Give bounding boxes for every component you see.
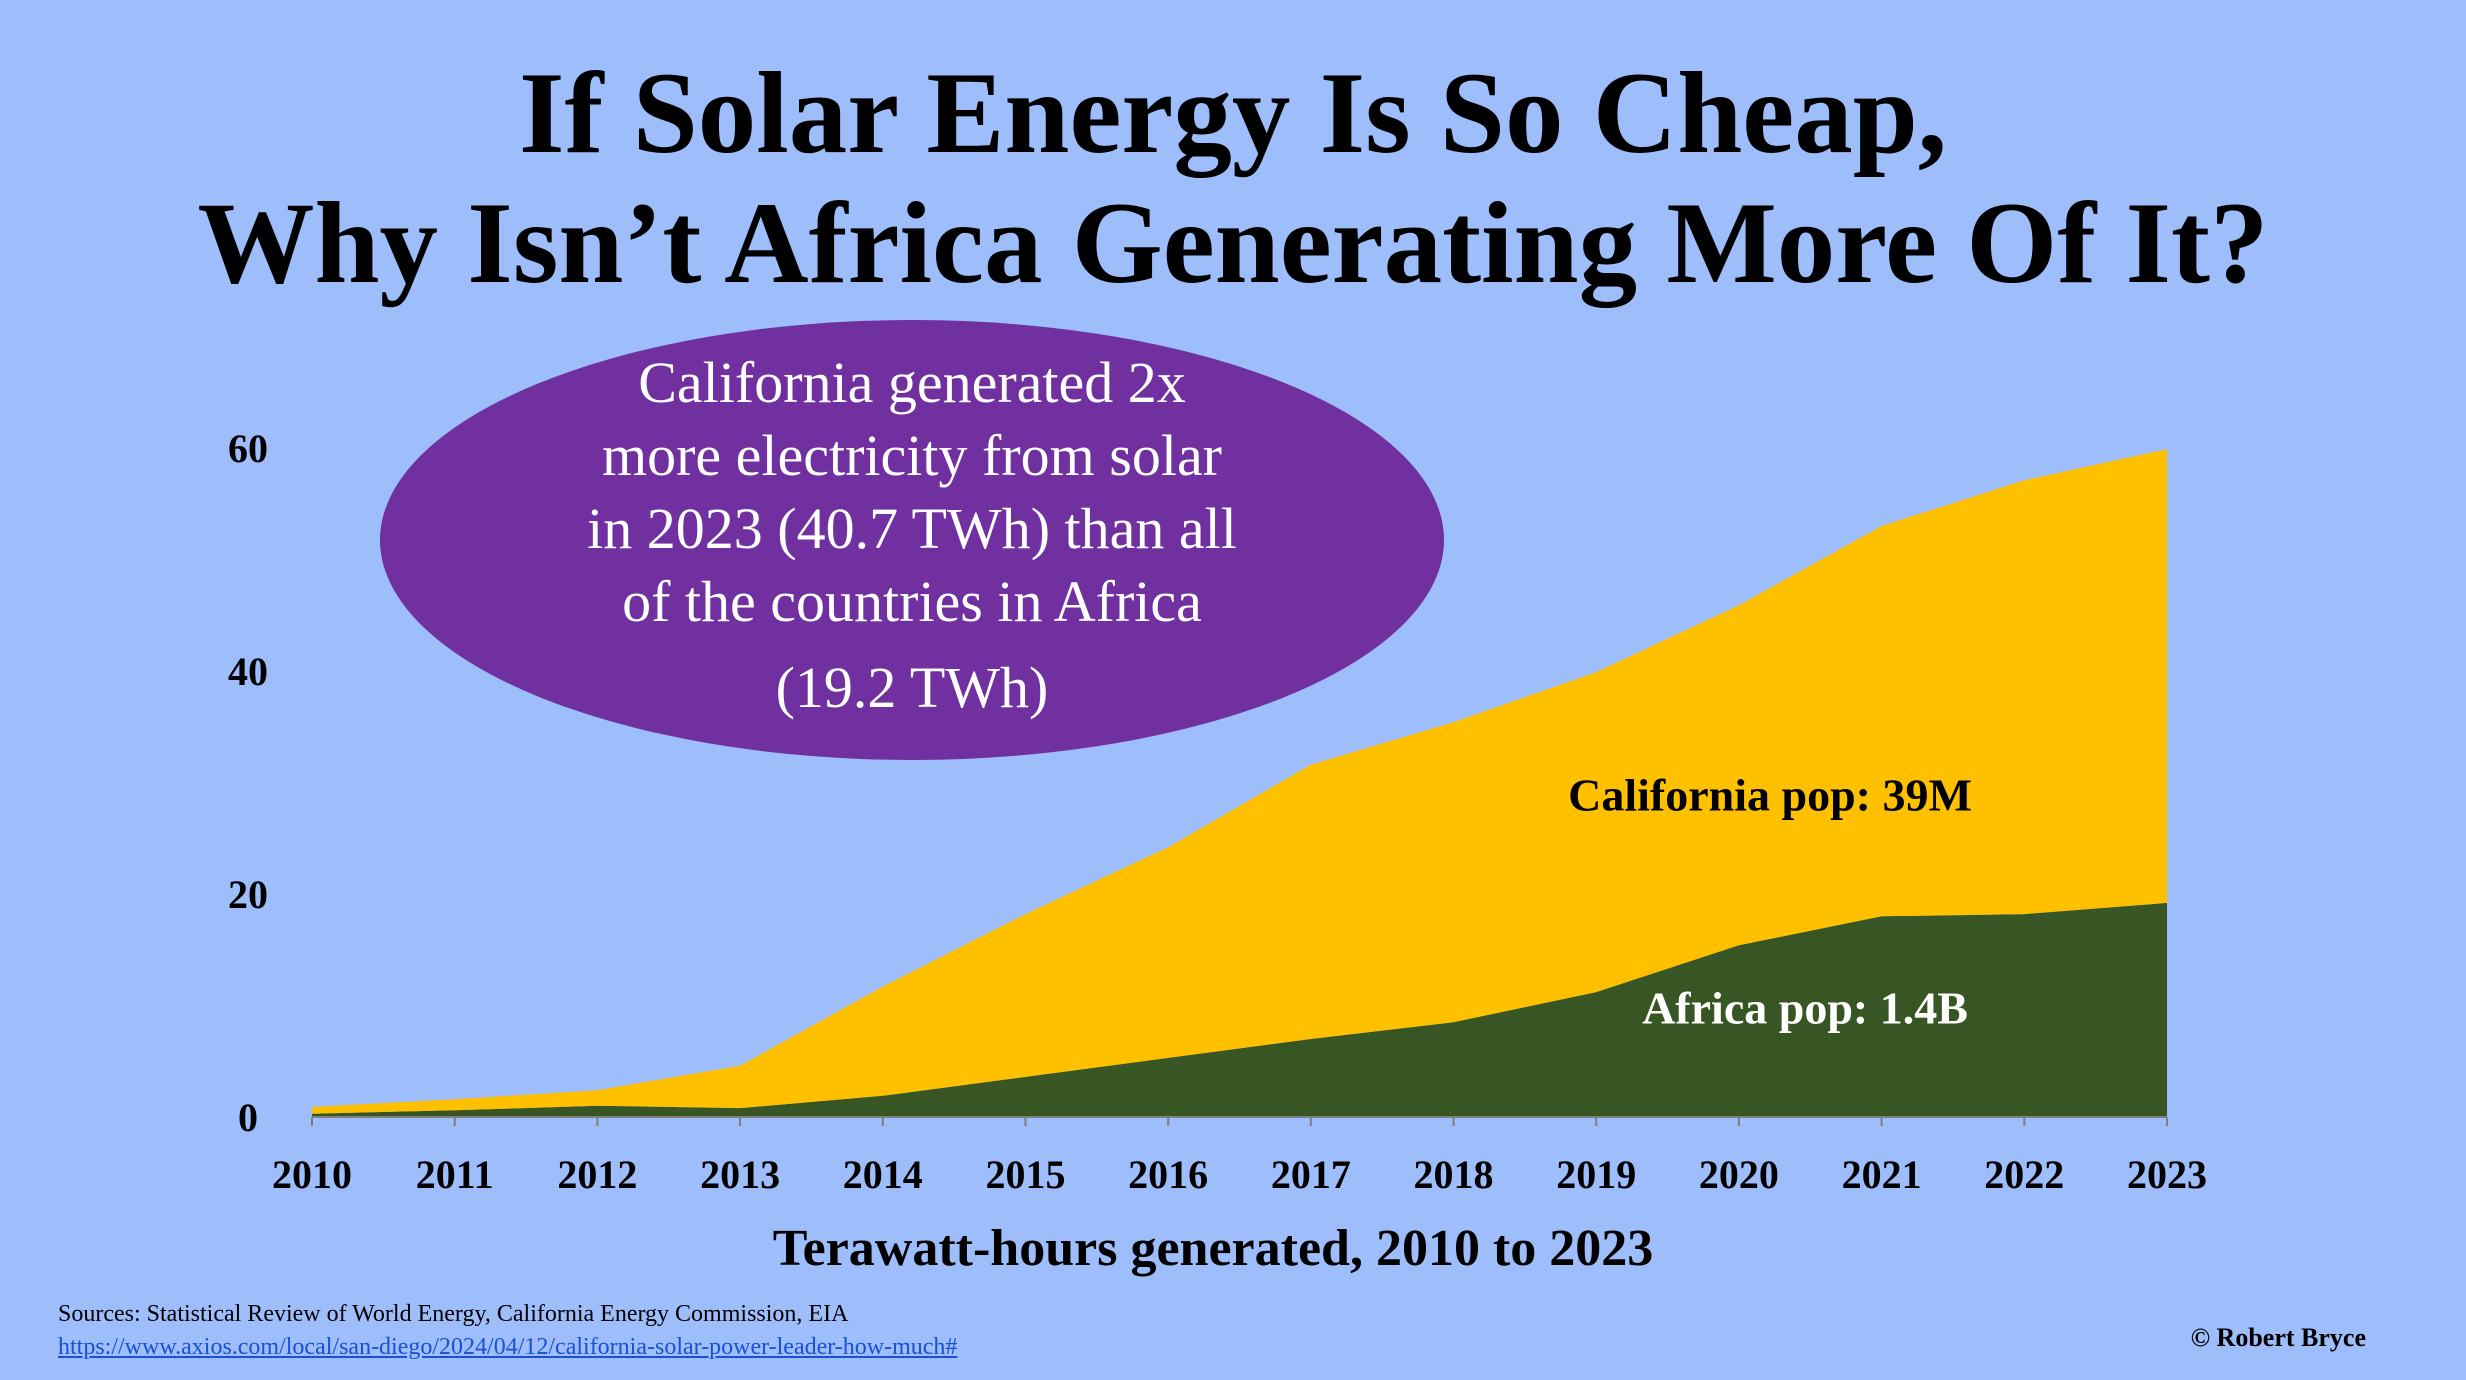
area-africa — [312, 902, 2167, 1117]
sources-text: Sources: Statistical Review of World Ene… — [58, 1301, 849, 1327]
sources-block: Sources: Statistical Review of World Ene… — [58, 1298, 957, 1364]
x-tick-label: 2020 — [1699, 1152, 1779, 1197]
x-tick-label: 2022 — [1984, 1152, 2064, 1197]
callout-line: in 2023 (40.7 TWh) than all — [587, 496, 1237, 561]
callout-line: (19.2 TWh) — [776, 655, 1049, 720]
sources-link[interactable]: https://www.axios.com/local/san-diego/20… — [58, 1334, 958, 1360]
title-line-2: Why Isn’t Africa Generating More Of It? — [197, 179, 2269, 308]
title-line-1: If Solar Energy Is So Cheap, — [518, 49, 1948, 178]
copyright-credit: © Robert Bryce — [2190, 1323, 2366, 1352]
series-labels: Africa pop: 1.4B California pop: 39M — [1568, 769, 1972, 1033]
x-tick-label: 2016 — [1128, 1152, 1208, 1197]
callout-line: of the countries in Africa — [622, 569, 1202, 634]
callout-line: more electricity from solar — [602, 423, 1222, 488]
callout-bubble: California generated 2x more electricity … — [380, 320, 1444, 760]
x-tick-label: 2012 — [557, 1152, 637, 1197]
y-tick-label: 60 — [228, 426, 268, 471]
series-label-california: California pop: 39M — [1568, 769, 1972, 820]
x-tick-label: 2023 — [2127, 1152, 2207, 1197]
y-tick-label: 40 — [228, 649, 268, 694]
y-tick-label: 0 — [238, 1095, 258, 1140]
x-tick-label: 2015 — [985, 1152, 1065, 1197]
callout-line: California generated 2x — [638, 350, 1186, 415]
axes: 2010 2011 2012 2013 2014 2015 2016 2017 2018 2019… — [228, 426, 2207, 1197]
x-tick-label: 2018 — [1414, 1152, 1494, 1197]
series-label-africa: Africa pop: 1.4B — [1642, 982, 1968, 1033]
x-tick-label: 2019 — [1556, 1152, 1636, 1197]
x-tick-label: 2017 — [1271, 1152, 1351, 1197]
area-california — [312, 449, 2167, 1114]
x-tick-label: 2011 — [416, 1152, 494, 1197]
x-tick-label: 2013 — [700, 1152, 780, 1197]
y-tick-label: 20 — [228, 872, 268, 917]
x-axis-title: Terawatt-hours generated, 2010 to 2023 — [773, 1220, 1654, 1277]
x-tick-label: 2021 — [1842, 1152, 1922, 1197]
callout-ellipse — [380, 320, 1444, 760]
area-layers — [312, 449, 2167, 1117]
x-tick-label: 2010 — [272, 1152, 352, 1197]
x-tick-label: 2014 — [843, 1152, 923, 1197]
